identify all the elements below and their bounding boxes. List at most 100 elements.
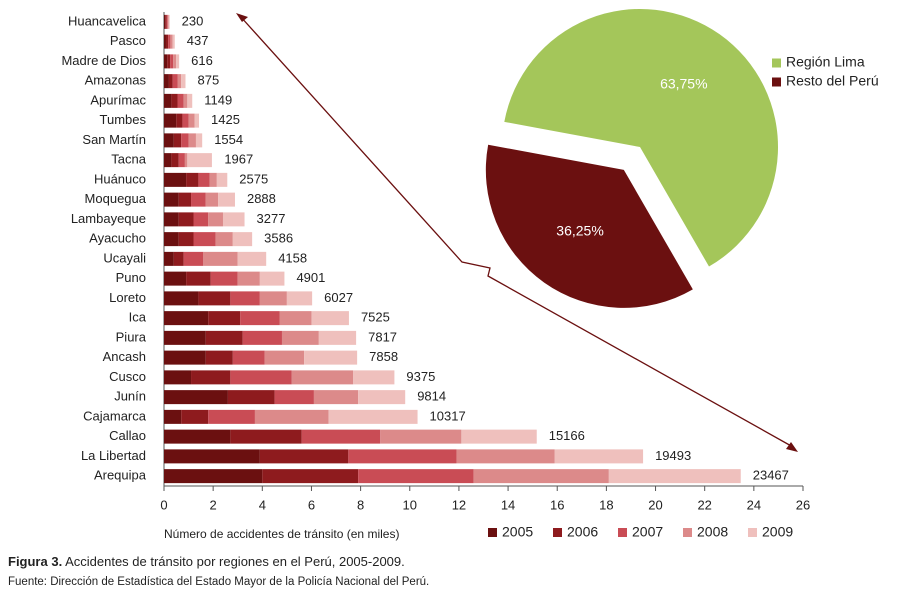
- legend-label: 2006: [567, 524, 598, 540]
- bar-segment: [178, 232, 194, 247]
- bar-segment: [227, 390, 275, 405]
- bar-segment: [186, 271, 211, 286]
- bar-segment: [193, 232, 216, 247]
- arrow-line: [239, 15, 794, 448]
- bar-segment: [259, 449, 349, 464]
- bar-segment: [254, 409, 329, 424]
- bar-segment: [205, 330, 243, 345]
- x-tick-label: 8: [357, 497, 364, 512]
- bar-segment: [242, 330, 282, 345]
- bar-segment: [177, 74, 182, 89]
- pie-label: 63,75%: [660, 76, 707, 92]
- total-label: 2888: [247, 191, 276, 206]
- category-label: Tumbes: [100, 112, 147, 127]
- bar-segment: [358, 390, 406, 405]
- x-tick-label: 4: [259, 497, 266, 512]
- total-label: 1967: [224, 152, 253, 167]
- legend-swatch: [772, 58, 781, 68]
- bar-segment: [170, 34, 173, 49]
- arrow-head: [786, 442, 798, 452]
- category-label: Cusco: [109, 369, 146, 384]
- legend-swatch: [488, 528, 497, 537]
- bar-segment: [187, 93, 193, 108]
- bar-segment: [170, 54, 174, 69]
- bar-segment: [181, 133, 189, 148]
- bar-segment: [184, 153, 188, 168]
- bar-segment: [164, 93, 172, 108]
- pie-slice: [485, 144, 693, 308]
- total-label: 7817: [368, 329, 397, 344]
- bar-segment: [168, 74, 173, 89]
- bar-segment: [187, 153, 212, 168]
- bar-segment: [176, 54, 180, 69]
- legend-swatch: [553, 528, 562, 537]
- total-label: 437: [187, 33, 209, 48]
- bar-segment: [164, 429, 231, 444]
- category-label: Huancavelica: [68, 13, 147, 28]
- x-tick-label: 10: [403, 497, 417, 512]
- bar-segment: [209, 172, 217, 187]
- bar-segment: [173, 54, 177, 69]
- bar-segment: [164, 291, 199, 306]
- total-label: 10317: [430, 408, 466, 423]
- bar-segment: [164, 330, 206, 345]
- category-label: La Libertad: [81, 448, 146, 463]
- bar-segment: [173, 251, 184, 266]
- legend-label: Región Lima: [786, 54, 865, 70]
- bar-segment: [210, 271, 238, 286]
- x-axis-label: Número de accidentes de tránsito (en mil…: [164, 527, 399, 541]
- category-label: Cajamarca: [83, 408, 147, 423]
- caption: Figura 3. Accidentes de tránsito por reg…: [8, 554, 405, 569]
- bar-segment: [198, 291, 231, 306]
- bar-segment: [164, 212, 179, 227]
- bar-segment: [456, 449, 555, 464]
- bar-segment: [218, 192, 235, 207]
- x-tick-label: 6: [308, 497, 315, 512]
- bar-segment: [232, 350, 265, 365]
- bar-segment: [554, 449, 644, 464]
- bar-segment: [164, 350, 206, 365]
- bar-segment: [178, 153, 185, 168]
- bar-segment: [178, 192, 192, 207]
- bar-segment: [286, 291, 313, 306]
- bar-segment: [164, 449, 260, 464]
- bar-segment: [193, 212, 209, 227]
- total-label: 1425: [211, 112, 240, 127]
- legend-label: 2005: [502, 524, 533, 540]
- total-label: 4158: [278, 250, 307, 265]
- category-label: Pasco: [110, 33, 146, 48]
- bar-segment: [164, 172, 187, 187]
- category-label: Arequipa: [94, 468, 147, 483]
- caption-text: Accidentes de tránsito por regiones en e…: [65, 554, 405, 569]
- legend-label: 2007: [632, 524, 663, 540]
- bar-segment: [164, 14, 166, 29]
- bar-segment: [318, 330, 357, 345]
- category-label: Tacna: [111, 152, 146, 167]
- x-tick-label: 20: [648, 497, 662, 512]
- total-label: 15166: [549, 428, 585, 443]
- x-tick-label: 16: [550, 497, 564, 512]
- x-tick-label: 0: [160, 497, 167, 512]
- bar-segment: [259, 291, 287, 306]
- bar-segment: [166, 14, 168, 29]
- total-label: 9375: [406, 369, 435, 384]
- bar-segment: [165, 34, 169, 49]
- bar-segment: [301, 429, 381, 444]
- bar-segment: [198, 172, 210, 187]
- category-label: Ucayali: [103, 250, 146, 265]
- bar-segment: [167, 14, 169, 29]
- bar-segment: [232, 232, 253, 247]
- x-tick-label: 2: [210, 497, 217, 512]
- x-tick-label: 24: [747, 497, 761, 512]
- total-label: 2575: [239, 171, 268, 186]
- legend-label: 2008: [697, 524, 728, 540]
- x-tick-label: 22: [697, 497, 711, 512]
- legend-swatch: [683, 528, 692, 537]
- bar-segment: [164, 390, 228, 405]
- bar-segment: [208, 409, 255, 424]
- bar-segment: [164, 153, 172, 168]
- bar-segment: [353, 370, 395, 385]
- bar-segment: [164, 311, 209, 326]
- bar-segment: [164, 113, 177, 128]
